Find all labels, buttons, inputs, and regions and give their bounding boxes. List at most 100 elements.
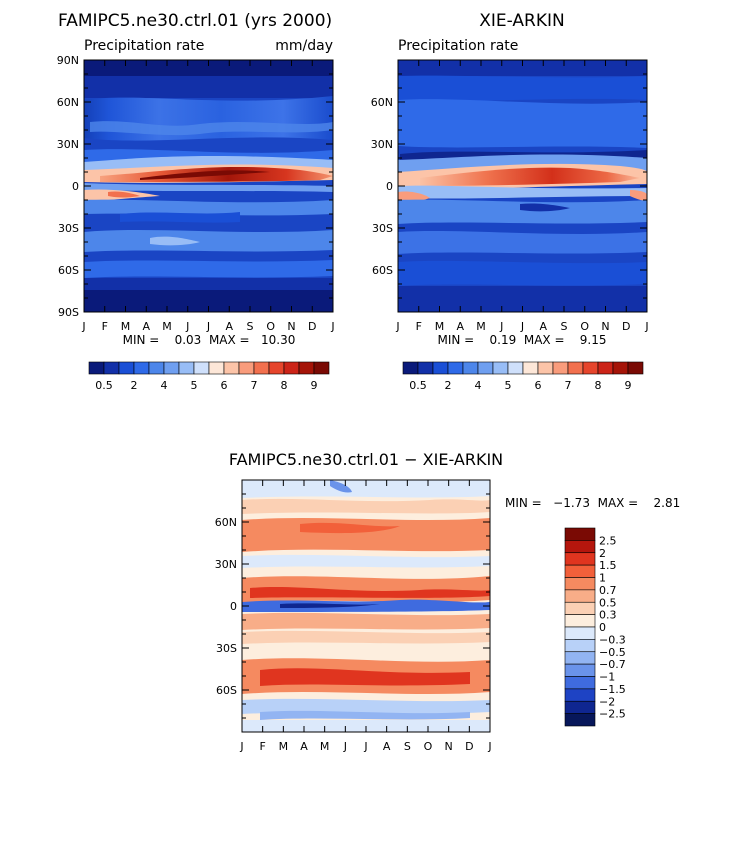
- colorbar-swatch: [163, 361, 180, 375]
- colorbar-swatch: [612, 361, 629, 375]
- x-tick-label: J: [499, 320, 503, 333]
- x-tick-label: S: [404, 740, 411, 753]
- colorbar-label: 4: [161, 379, 168, 392]
- colorbar-swatch: [133, 361, 150, 375]
- x-tick-label: A: [539, 320, 547, 333]
- colorbar-label: −0.3: [599, 633, 626, 646]
- colorbar-swatch: [564, 601, 596, 615]
- colorbar-label: 0.7: [599, 584, 617, 597]
- y-tick-label: 60N: [215, 516, 237, 529]
- colorbar-swatch: [564, 614, 596, 628]
- x-tick-label: F: [416, 320, 422, 333]
- colorbar-swatch: [253, 361, 270, 375]
- colorbar-swatch: [552, 361, 569, 375]
- y-tick-label: 60N: [57, 96, 79, 109]
- x-tick-label: J: [330, 320, 334, 333]
- x-tick-label: J: [343, 740, 347, 753]
- x-tick-label: N: [287, 320, 295, 333]
- colorbar-label: 2: [445, 379, 452, 392]
- x-tick-label: F: [260, 740, 266, 753]
- colorbar-label: 7: [565, 379, 572, 392]
- x-tick-label: M: [476, 320, 486, 333]
- colorbar-swatch: [564, 577, 596, 591]
- colorbar-label: 2.5: [599, 534, 617, 547]
- colorbar-swatch: [298, 361, 315, 375]
- y-tick-label: 30N: [57, 138, 79, 151]
- colorbar-swatch: [564, 713, 596, 727]
- x-tick-label: F: [102, 320, 108, 333]
- colorbar-label: 0.5: [409, 379, 427, 392]
- colorbar-label: 6: [221, 379, 228, 392]
- x-tick-label: M: [279, 740, 289, 753]
- y-tick-label: 60S: [372, 264, 393, 277]
- colorbar-swatch: [564, 540, 596, 554]
- y-tick-label: 90N: [57, 54, 79, 67]
- colorbar-swatch: [402, 361, 419, 375]
- colorbar-label: 0.3: [599, 609, 617, 622]
- x-tick-label: M: [121, 320, 131, 333]
- y-tick-label: 60N: [371, 96, 393, 109]
- colorbar-label: 0.5: [599, 596, 617, 609]
- y-tick-label: 30S: [58, 222, 79, 235]
- colorbar-label: −0.5: [599, 646, 626, 659]
- x-tick-label: J: [185, 320, 189, 333]
- chart1-subtitle-left: Precipitation rate: [84, 38, 204, 54]
- colorbar-swatch: [597, 361, 614, 375]
- x-tick-label: J: [644, 320, 648, 333]
- colorbar-swatch: [283, 361, 300, 375]
- colorbar-label: 4: [475, 379, 482, 392]
- x-tick-label: A: [300, 740, 308, 753]
- colorbar-swatch: [564, 527, 596, 541]
- y-tick-label: 90S: [58, 306, 79, 319]
- y-tick-label: 0: [386, 180, 393, 193]
- colorbar-swatch: [564, 626, 596, 640]
- chart1-subtitle-right: mm/day: [275, 38, 333, 54]
- colorbar-swatch: [537, 361, 554, 375]
- colorbar-swatch: [223, 361, 240, 375]
- colorbar-swatch: [564, 663, 596, 677]
- x-tick-label: N: [601, 320, 609, 333]
- x-tick-label: J: [239, 740, 243, 753]
- x-tick-label: A: [383, 740, 391, 753]
- colorbar-swatch: [268, 361, 285, 375]
- colorbar-swatch: [477, 361, 494, 375]
- colorbar-swatch: [507, 361, 524, 375]
- colorbar-swatch: [313, 361, 330, 375]
- y-tick-label: 30N: [215, 558, 237, 571]
- y-tick-label: 0: [230, 600, 237, 613]
- colorbar-label: 7: [251, 379, 258, 392]
- y-tick-label: 30N: [371, 138, 393, 151]
- colorbar-swatch: [564, 700, 596, 714]
- x-tick-label: J: [363, 740, 367, 753]
- chart3-min-max: MIN = −1.73 MAX = 2.81: [505, 496, 680, 510]
- x-tick-label: D: [308, 320, 316, 333]
- colorbar-swatch: [567, 361, 584, 375]
- colorbar-swatch: [582, 361, 599, 375]
- y-tick-label: 60S: [58, 264, 79, 277]
- colorbar-label: 1.5: [599, 559, 617, 572]
- chart2-title: XIE-ARKIN: [479, 11, 564, 31]
- y-tick-label: 30S: [216, 642, 237, 655]
- x-tick-label: J: [520, 320, 524, 333]
- x-tick-label: J: [81, 320, 85, 333]
- x-tick-label: N: [445, 740, 453, 753]
- chart2-min-max: MIN = 0.19 MAX = 9.15: [438, 333, 607, 347]
- chart1-min-max: MIN = 0.03 MAX = 10.30: [123, 333, 296, 347]
- x-tick-label: J: [487, 740, 491, 753]
- chart2-colorbar: 0.5 2 4 5 6 7 8 9: [402, 361, 644, 392]
- chart2-subtitle-left: Precipitation rate: [398, 38, 518, 54]
- colorbar-swatch: [432, 361, 449, 375]
- colorbar-swatch: [193, 361, 210, 375]
- colorbar-label: 9: [311, 379, 318, 392]
- colorbar-swatch: [564, 639, 596, 653]
- colorbar-swatch: [627, 361, 644, 375]
- colorbar-swatch: [564, 564, 596, 578]
- colorbar-swatch: [564, 589, 596, 603]
- colorbar-swatch: [148, 361, 165, 375]
- colorbar-label: 2: [131, 379, 138, 392]
